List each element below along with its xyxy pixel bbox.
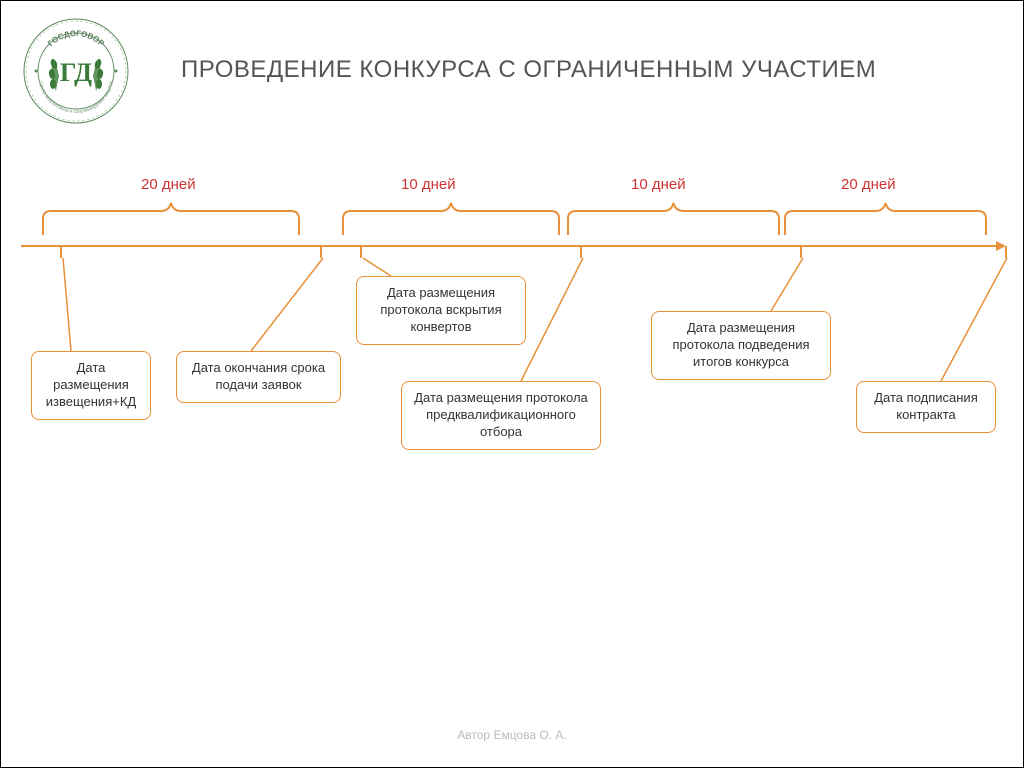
callout-leader (361, 256, 393, 278)
callout-box: Дата размещения протокола подведения ито… (651, 311, 831, 380)
logo-seal: ГОСДОГОВОР Центр консалтинга и сопровожд… (21, 16, 131, 126)
footer-author: Автор Емцова О. А. (1, 728, 1023, 742)
period-label: 10 дней (401, 176, 456, 193)
callout-leader (769, 256, 805, 313)
period-bracket (566, 199, 781, 237)
svg-text:ГОСДОГОВОР: ГОСДОГОВОР (46, 29, 106, 49)
page-title: ПРОВЕДЕНИЕ КОНКУРСА С ОГРАНИЧЕННЫМ УЧАСТ… (181, 56, 876, 84)
callout-box: Дата размещения протокола предквалификац… (401, 381, 601, 450)
callout-box: Дата размещения извещения+КД (31, 351, 151, 420)
callout-box: Дата размещения протокола вскрытия конве… (356, 276, 526, 345)
callout-box: Дата подписания контракта (856, 381, 996, 433)
period-label: 20 дней (141, 176, 196, 193)
callout-leader (249, 256, 325, 353)
period-label: 10 дней (631, 176, 686, 193)
callout-leader (519, 256, 585, 383)
period-label: 20 дней (841, 176, 896, 193)
callout-leader (61, 256, 73, 353)
logo-center-text: ГД (60, 58, 92, 87)
timeline-arrow (21, 236, 1006, 256)
period-bracket (341, 199, 561, 237)
callout-box: Дата окончания срока подачи заявок (176, 351, 341, 403)
logo-top-text: ГОСДОГОВОР (46, 29, 106, 49)
callout-leader (939, 256, 1009, 383)
period-bracket (41, 199, 301, 237)
period-bracket (783, 199, 988, 237)
